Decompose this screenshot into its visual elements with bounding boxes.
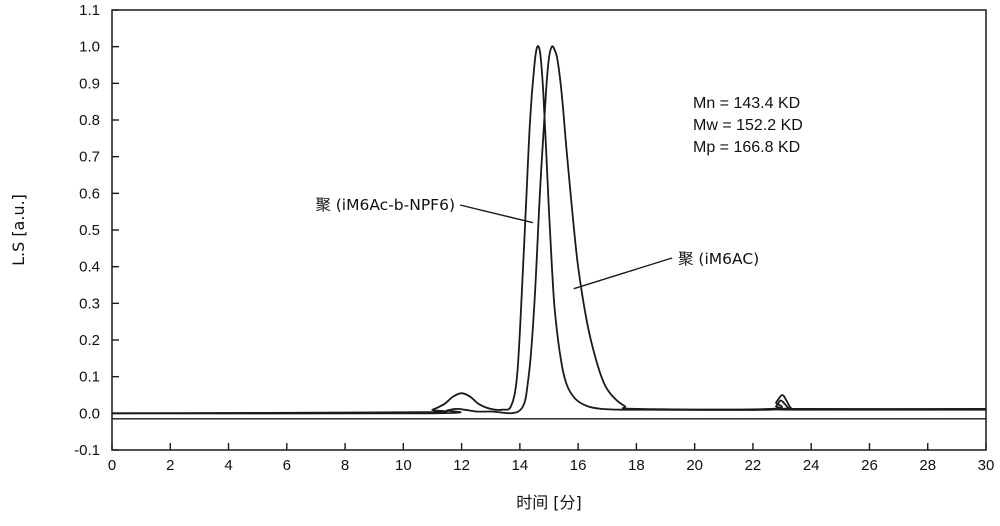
x-tick-label: 16	[570, 457, 587, 474]
y-tick-label: 0.5	[79, 222, 100, 239]
y-tick-label: 0.4	[79, 259, 100, 276]
plot-frame	[112, 10, 986, 450]
molecular-weight-stats: Mn = 143.4 KD Mw = 152.2 KD Mp = 166.8 KD	[693, 95, 803, 156]
x-tick-label: 30	[978, 457, 995, 474]
x-tick-label: 24	[803, 457, 820, 474]
x-tick-label: 4	[224, 457, 232, 474]
y-tick-label: 0.9	[79, 75, 100, 92]
y-tick-label: 0.7	[79, 149, 100, 166]
y-tick-label: -0.1	[74, 442, 100, 459]
x-tick-label: 6	[283, 457, 291, 474]
mw-stat-line: Mp = 166.8 KD	[693, 139, 800, 156]
y-tick-label: 0.2	[79, 332, 100, 349]
y-tick-label: 0.0	[79, 405, 100, 422]
x-tick-label: 26	[861, 457, 878, 474]
x-tick-label: 28	[919, 457, 936, 474]
y-tick-label: 0.6	[79, 185, 100, 202]
x-tick-label: 22	[745, 457, 762, 474]
x-tick-label: 20	[686, 457, 703, 474]
y-tick-label: 0.3	[79, 295, 100, 312]
x-tick-label: 12	[453, 457, 470, 474]
mw-stat-line: Mn = 143.4 KD	[693, 95, 800, 112]
x-axis-title: 时间 [分]	[516, 493, 582, 512]
mw-stat-line: Mw = 152.2 KD	[693, 117, 803, 134]
y-tick-label: 0.1	[79, 369, 100, 386]
x-tick-label: 18	[628, 457, 645, 474]
y-tick-label: 0.8	[79, 112, 100, 129]
x-tick-label: 0	[108, 457, 116, 474]
x-tick-label: 14	[512, 457, 529, 474]
x-tick-label: 8	[341, 457, 349, 474]
x-tick-label: 2	[166, 457, 174, 474]
series-annotation-label: 聚 (iM6Ac-b-NPF6)	[315, 196, 455, 214]
y-axis-title: L.S [a.u.]	[9, 194, 28, 266]
x-tick-label: 10	[395, 457, 412, 474]
y-tick-label: 1.0	[79, 39, 100, 56]
y-tick-label: 1.1	[79, 2, 100, 19]
series-annotation-label: 聚 (iM6AC)	[678, 250, 759, 268]
